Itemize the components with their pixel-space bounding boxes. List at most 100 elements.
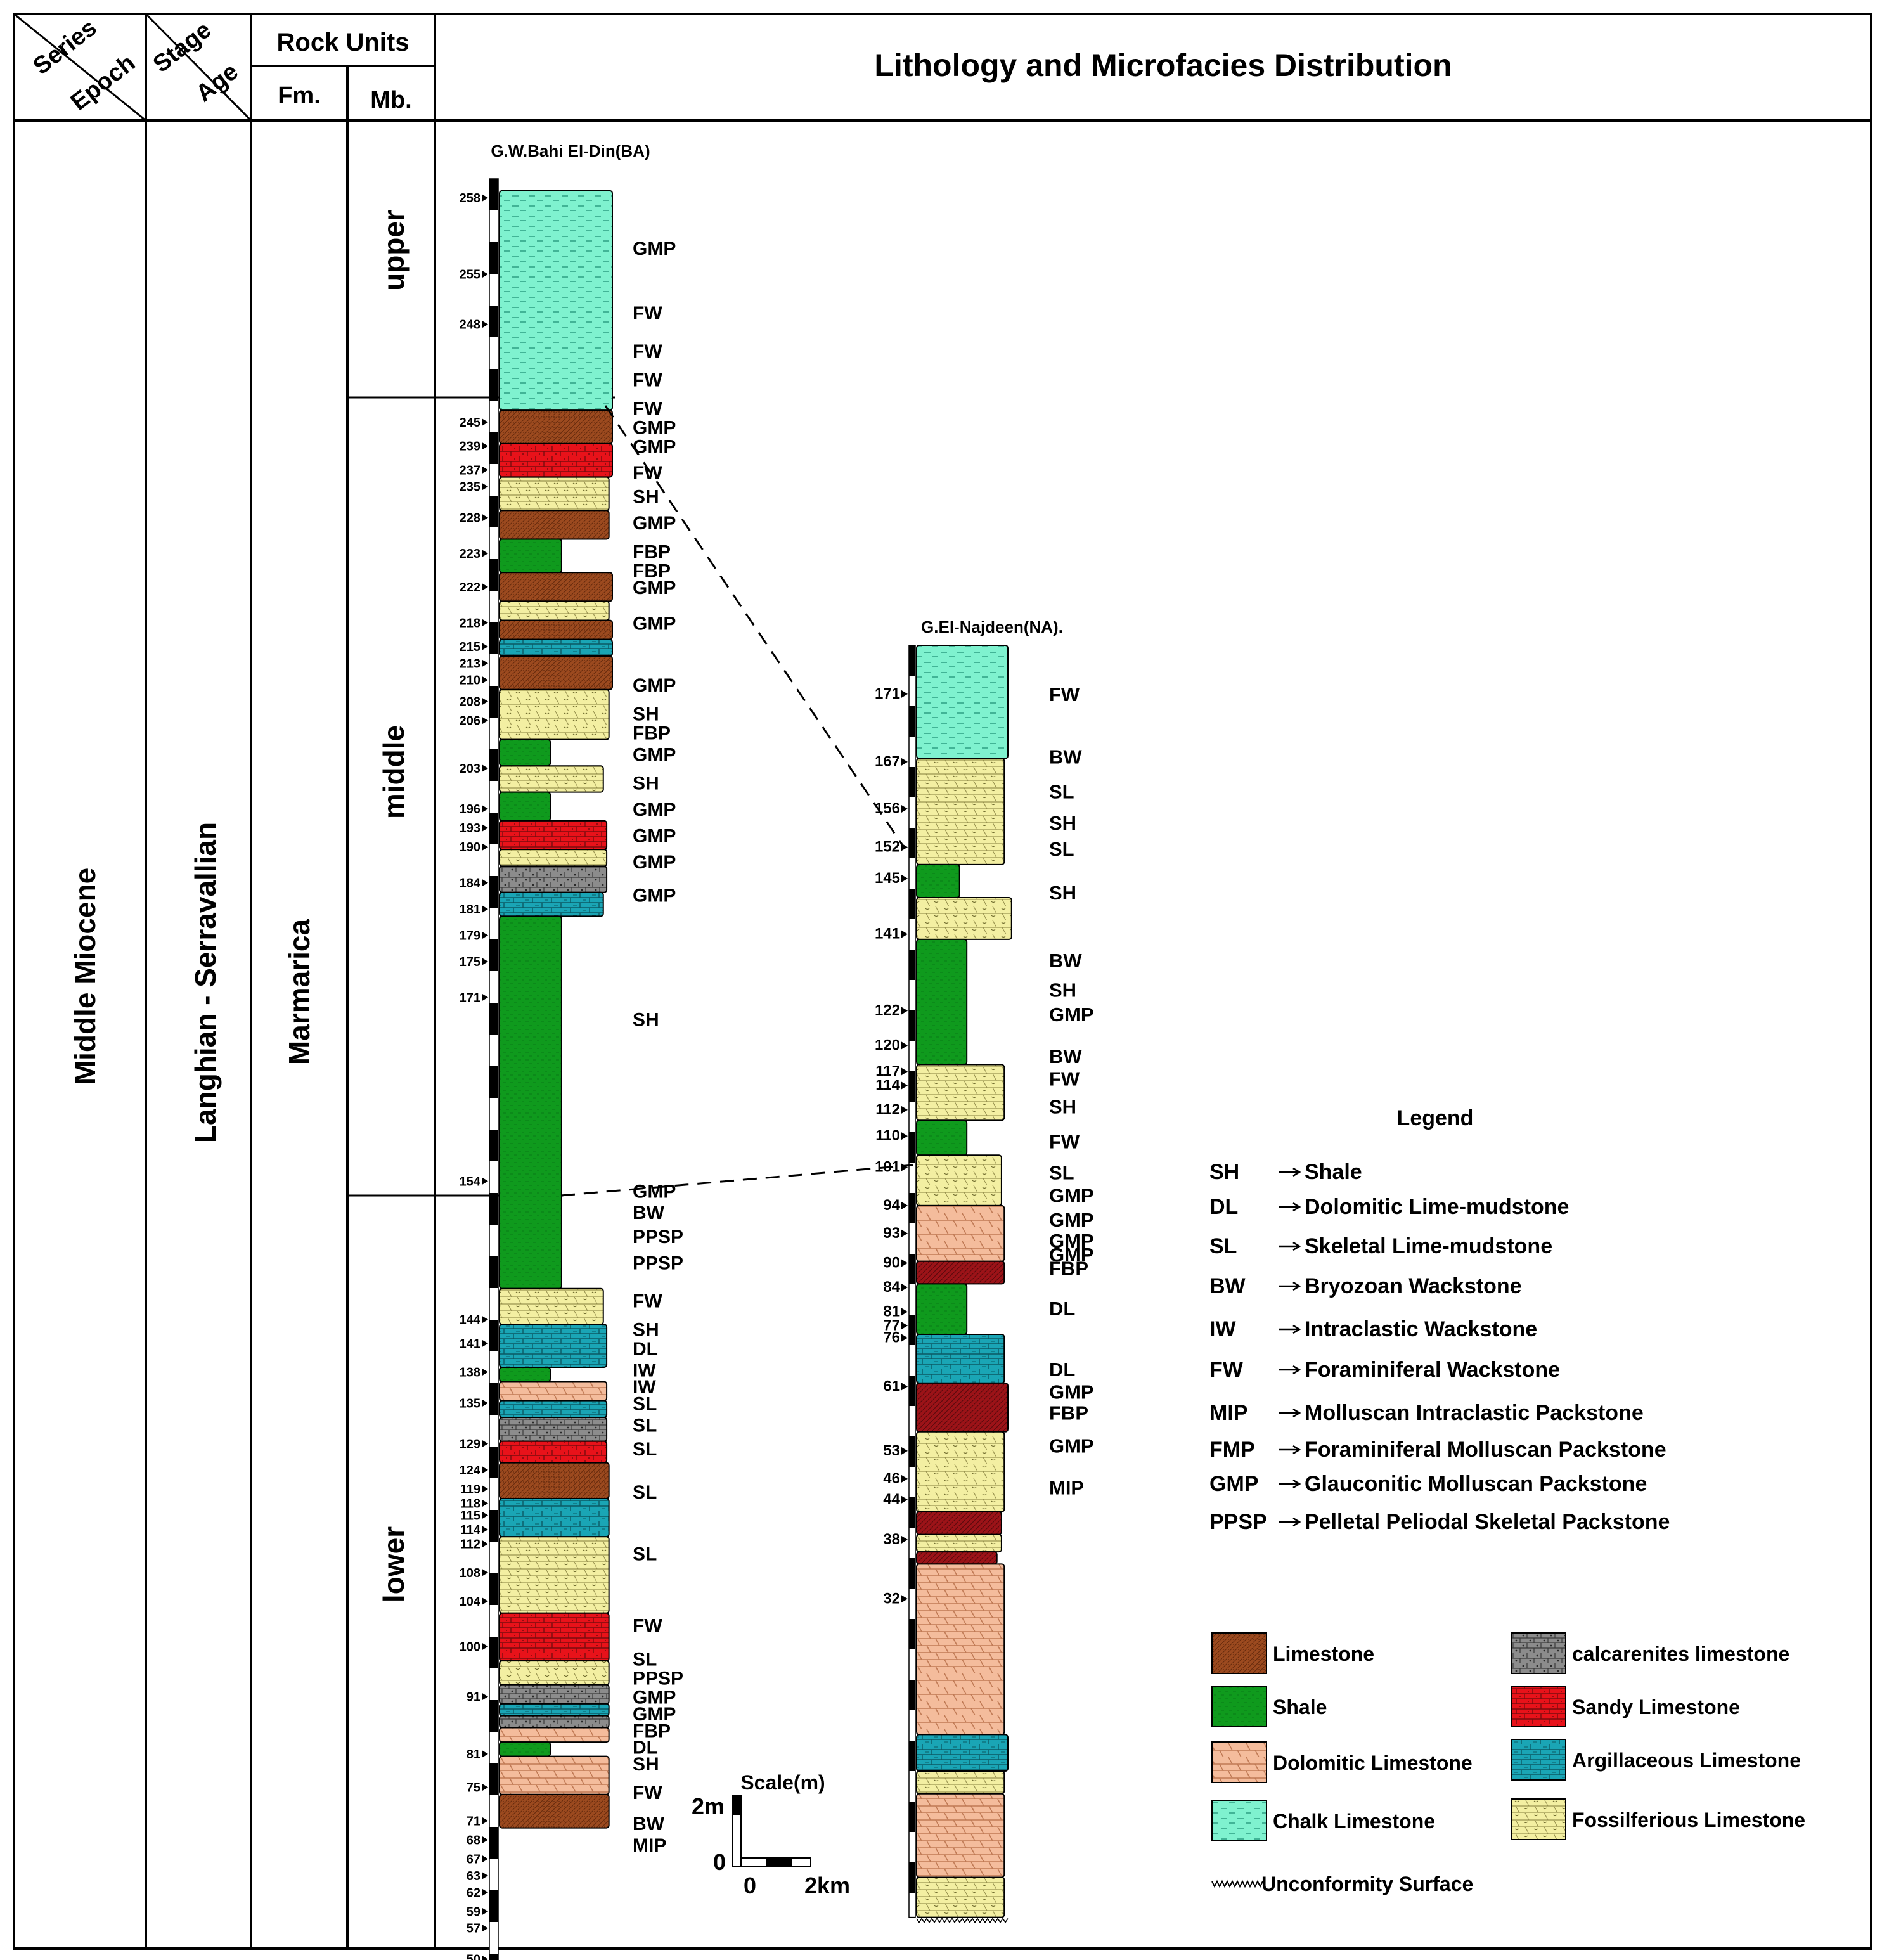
sample-number: 81 [883, 1303, 900, 1320]
microfacies-label: GMP [1049, 1381, 1094, 1403]
sample-marker-arrow [901, 1383, 908, 1391]
lithology-unit-fossiliferous [499, 765, 604, 793]
microfacies-label: PPSP [633, 1668, 683, 1689]
legend-description: Bryozoan Wackstone [1305, 1274, 1522, 1298]
lithology-unit-limestone [499, 409, 613, 444]
sample-number: 248 [460, 318, 480, 332]
sample-marker-arrow [482, 466, 488, 474]
scale-zero-horizontal: 0 [744, 1873, 756, 1899]
page-title: Lithology and Microfacies Distribution [874, 48, 1452, 83]
sample-number: 91 [467, 1691, 480, 1705]
legend-lithology-label: Dolomitic Limestone [1273, 1751, 1473, 1774]
legend-title: Legend [1397, 1106, 1474, 1130]
legend-description: Foraminiferal Wackstone [1305, 1358, 1560, 1382]
microfacies-label: FBP [1049, 1402, 1088, 1424]
lithology-unit-dolomitic [916, 1204, 1005, 1262]
sample-marker-arrow [901, 1229, 908, 1237]
sample-number: 210 [460, 674, 480, 688]
lithology-unit-shale [499, 538, 562, 574]
sample-marker-arrow [482, 716, 488, 725]
sample-marker-arrow [901, 1163, 908, 1171]
microfacies-label: SL [633, 1393, 657, 1414]
lithology-unit-sandy [499, 1440, 608, 1464]
sample-number: 141 [875, 925, 900, 943]
microfacies-label: FBP [633, 1720, 671, 1741]
sample-number: 258 [460, 191, 480, 205]
lithology-unit-shale [916, 938, 968, 1066]
lithology-unit-sandy [499, 820, 608, 850]
microfacies-label: GMP [633, 675, 676, 696]
microfacies-label: BW [1049, 950, 1082, 972]
sample-marker-arrow [482, 676, 488, 684]
microfacies-label: SH [633, 1754, 659, 1775]
sample-marker-arrow [482, 1907, 488, 1916]
microfacies-label: BW [1049, 746, 1082, 768]
sample-marker-arrow [901, 1007, 908, 1015]
microfacies-label: GMP [633, 613, 676, 634]
sample-number: 68 [467, 1833, 480, 1847]
legend-code: FW [1209, 1358, 1244, 1382]
microfacies-label: SL [633, 1482, 657, 1503]
sample-marker-arrow [901, 1535, 908, 1544]
microfacies-label: FW [633, 1291, 662, 1312]
legend-arrow-icon [1279, 1479, 1301, 1489]
sample-marker-arrow [482, 1855, 488, 1863]
legend-description: Molluscan Intraclastic Packstone [1305, 1401, 1644, 1425]
legend-lithology-label: Argillaceous Limestone [1572, 1749, 1801, 1772]
legend-arrow-icon [1279, 1445, 1301, 1455]
lithology-unit-shale [916, 1283, 968, 1336]
legend-code: DL [1209, 1195, 1238, 1219]
microfacies-label: FW [633, 341, 662, 362]
lithology-unit-fossiliferous [499, 600, 610, 621]
sample-marker-arrow [482, 619, 488, 627]
legend-description: Dolomitic Lime-mudstone [1305, 1195, 1569, 1219]
microfacies-label: GMP [633, 852, 676, 873]
legend-lithology-label: Limestone [1273, 1642, 1374, 1665]
sample-marker-arrow [901, 1259, 908, 1267]
lithology-unit-fossiliferous [916, 1431, 1005, 1513]
legend-arrow-icon [1279, 1202, 1301, 1212]
microfacies-label: FW [633, 303, 662, 324]
lithology-unit-calcarenite [499, 1715, 610, 1729]
sample-number: 215 [460, 640, 480, 654]
sample-number: 119 [460, 1483, 480, 1497]
lithology-unit-argillaceous [499, 1400, 608, 1419]
microfacies-label: FBP [1049, 1258, 1088, 1280]
sample-number: 206 [460, 714, 480, 728]
lithology-unit-fossiliferous [916, 1064, 1005, 1121]
microfacies-label: SH [633, 1009, 659, 1030]
sample-marker-arrow [482, 697, 488, 706]
lithology-unit-calcarenite [499, 1417, 608, 1442]
sample-number: 46 [883, 1470, 900, 1487]
unconformity-surface [916, 1918, 1009, 1923]
sample-number: 222 [460, 581, 480, 595]
sample-number: 145 [875, 870, 900, 887]
microfacies-label: GMP [1049, 1435, 1094, 1457]
sample-marker-arrow [901, 1447, 908, 1455]
sample-marker-arrow [482, 659, 488, 667]
microfacies-label: FW [1049, 683, 1080, 706]
sample-number: 228 [460, 512, 480, 525]
microfacies-label: FW [633, 463, 662, 484]
sample-marker-arrow [482, 804, 488, 813]
lithology-unit-dolomitic [499, 1755, 610, 1795]
legend-description: Skeletal Lime-mudstone [1305, 1234, 1552, 1258]
sample-marker-arrow [482, 764, 488, 772]
microfacies-label: GMP [633, 418, 676, 439]
sample-marker-arrow [901, 930, 908, 938]
sample-number: 114 [460, 1523, 481, 1537]
sample-marker-arrow [901, 1322, 908, 1330]
sample-marker-arrow [901, 1132, 908, 1140]
sample-marker-arrow [482, 1368, 488, 1376]
legend-swatch-calcarenite [1511, 1632, 1566, 1674]
lithology-unit-dolomitic [916, 1563, 1005, 1736]
legend-arrow-icon [1279, 1408, 1301, 1418]
lithology-unit-fossiliferous [499, 476, 610, 512]
lithology-unit-shale [499, 1741, 551, 1757]
sample-number: 208 [460, 695, 480, 709]
microfacies-label: SH [1049, 979, 1076, 1002]
sample-marker-arrow [482, 1499, 488, 1507]
lithology-unit-argillaceous [499, 1703, 610, 1717]
lithology-unit-darkred [916, 1511, 1002, 1535]
microfacies-label: BW [633, 1202, 665, 1223]
